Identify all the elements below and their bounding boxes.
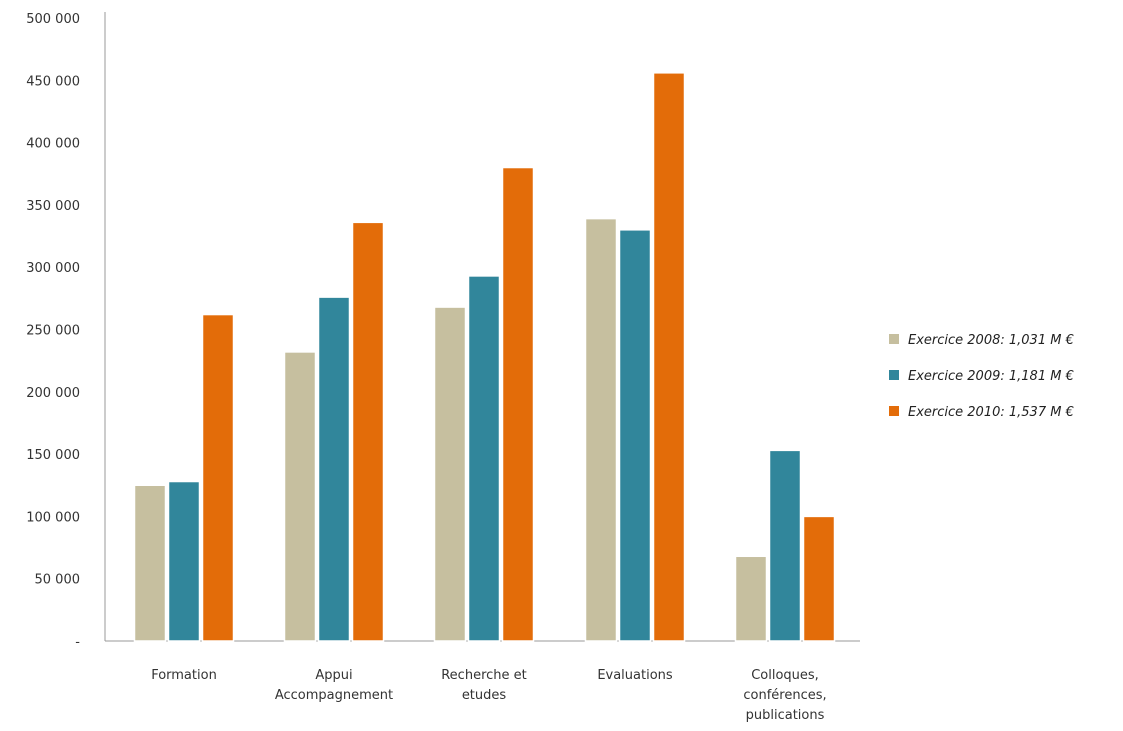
bar — [467, 275, 501, 642]
bar — [283, 351, 317, 642]
legend-label: Exercice 2009: 1,181 M € — [908, 369, 1074, 384]
bar — [652, 72, 686, 642]
bar — [768, 449, 802, 642]
bar — [501, 166, 535, 642]
y-tick-label: 450 000 — [26, 74, 80, 89]
category-label: Appui Accompagnement — [275, 668, 393, 703]
y-tick-label: 150 000 — [26, 448, 80, 463]
y-tick-labels: - 50 000 100 000 150 000 200 000 250 000 300 0… — [26, 12, 80, 650]
legend-label: Exercice 2010: 1,537 M € — [908, 405, 1074, 420]
y-tick-label: 200 000 — [26, 386, 80, 401]
bar — [167, 480, 201, 642]
y-tick-label: 350 000 — [26, 199, 80, 214]
category-label: Recherche et etudes — [441, 668, 527, 703]
y-tick-label: 250 000 — [26, 324, 80, 339]
bar — [133, 484, 167, 642]
legend-swatch — [889, 406, 899, 416]
legend-label: Exercice 2008: 1,031 M € — [908, 333, 1074, 348]
legend-swatch — [889, 370, 899, 380]
category-labels: Formation Appui Accompagnement Recherche et… — [151, 668, 826, 723]
y-tick-label: 500 000 — [26, 12, 80, 27]
bar — [618, 229, 652, 642]
y-tick-label: 100 000 — [26, 510, 80, 525]
legend-swatch — [889, 334, 899, 344]
category-label: Colloques, conférences, publications — [743, 668, 826, 723]
y-tick-label: 50 000 — [35, 573, 81, 588]
category-label: Evaluations — [597, 668, 673, 683]
bars — [133, 72, 836, 642]
bar — [433, 306, 467, 642]
bar — [802, 515, 836, 642]
y-tick-label: 300 000 — [26, 261, 80, 276]
bar — [201, 313, 235, 642]
y-tick-label: 400 000 — [26, 137, 80, 152]
bar — [584, 217, 618, 642]
bar — [734, 555, 768, 642]
bar — [317, 296, 351, 642]
category-label: Formation — [151, 668, 217, 683]
legend: Exercice 2008: 1,031 M € Exercice 2009: 1… — [889, 333, 1074, 420]
y-tick-label: - — [75, 635, 80, 650]
bar — [351, 221, 385, 642]
